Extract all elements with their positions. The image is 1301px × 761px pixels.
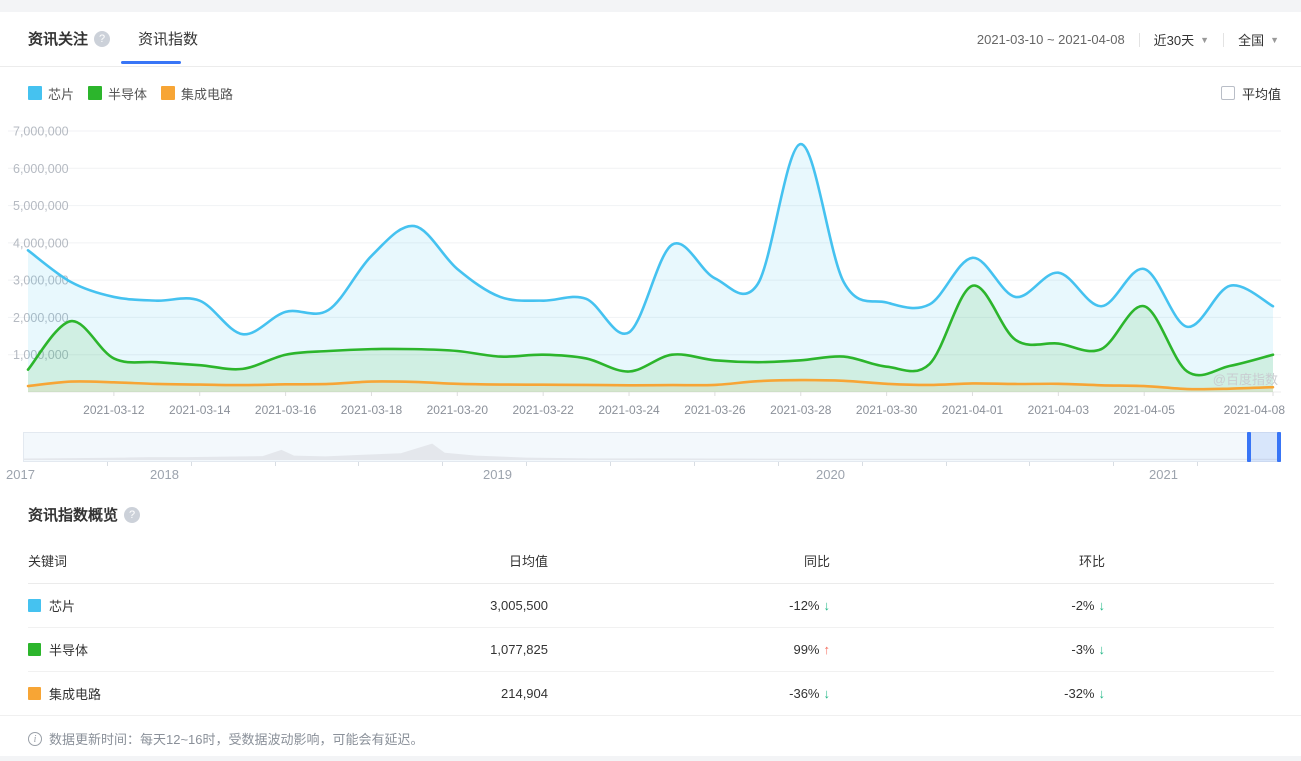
region-dropdown-label: 全国 xyxy=(1238,33,1265,48)
svg-text:@百度指数: @百度指数 xyxy=(1213,372,1278,387)
svg-text:2021-03-28: 2021-03-28 xyxy=(770,403,832,417)
trend-arrow-icon: ↓ xyxy=(1098,597,1106,613)
svg-text:2,000,000: 2,000,000 xyxy=(13,311,69,325)
year-label: 2017 xyxy=(6,467,35,482)
timeline-sparkline xyxy=(24,443,1280,460)
series-swatch xyxy=(28,643,41,656)
svg-text:2021-04-08: 2021-04-08 xyxy=(1224,403,1286,417)
range-dropdown[interactable]: 近30天 ▼ xyxy=(1154,30,1209,49)
col-keyword: 关键词 xyxy=(28,554,68,569)
date-range[interactable]: 2021-03-10 ~ 2021-04-08 xyxy=(976,32,1125,47)
series-swatch xyxy=(28,86,42,100)
col-mom: 环比 xyxy=(1078,554,1105,569)
svg-text:5,000,000: 5,000,000 xyxy=(13,199,69,213)
slider-handle-left[interactable] xyxy=(1247,432,1251,462)
table-row: 半导体 1,077,825 99% ↑ -3% ↓ xyxy=(28,628,1274,672)
legend-item-ic[interactable]: 集成电路 xyxy=(161,84,233,103)
average-checkbox[interactable] xyxy=(1220,86,1235,100)
year-label: 2020 xyxy=(816,467,845,482)
col-yoy: 同比 xyxy=(803,554,830,569)
svg-text:2021-03-16: 2021-03-16 xyxy=(255,403,317,417)
tab-news-index[interactable]: 资讯指数 xyxy=(138,31,199,48)
timeline-ticks xyxy=(23,462,1281,467)
trend-arrow-icon: ↑ xyxy=(823,641,831,657)
series-swatch xyxy=(161,86,176,100)
svg-text:6,000,000: 6,000,000 xyxy=(13,162,69,176)
slider-selection[interactable] xyxy=(1247,432,1281,462)
svg-text:2021-03-18: 2021-03-18 xyxy=(341,403,403,417)
table-row: 芯片 3,005,500 -12% ↓ -2% ↓ xyxy=(28,584,1274,628)
trend-arrow-icon: ↓ xyxy=(823,685,831,701)
svg-text:2021-03-14: 2021-03-14 xyxy=(169,403,231,417)
daily-avg-value: 1,077,825 xyxy=(490,642,548,657)
divider xyxy=(1138,32,1140,47)
keyword-label: 半导体 xyxy=(49,643,89,658)
slider-handle-right[interactable] xyxy=(1277,432,1281,462)
legend: 芯片 半导体 集成电路 平均值 xyxy=(28,80,1281,106)
table-header: 关键词 日均值 同比 环比 xyxy=(28,538,1274,584)
svg-text:1,000,000: 1,000,000 xyxy=(13,348,69,362)
svg-text:2021-04-01: 2021-04-01 xyxy=(942,403,1004,417)
series-swatch xyxy=(28,687,41,700)
timeline-slider[interactable] xyxy=(23,432,1281,462)
keyword-label: 集成电路 xyxy=(49,687,102,702)
daily-avg-value: 214,904 xyxy=(501,686,548,701)
overview-table: 关键词 日均值 同比 环比 芯片 3,005,500 -12% ↓ -2% ↓ xyxy=(28,538,1274,716)
year-label: 2019 xyxy=(483,467,512,482)
range-dropdown-label: 近30天 xyxy=(1153,33,1195,48)
trend-chart[interactable]: 1,000,000 2,000,000 3,000,000 4,000,000 5,00… xyxy=(0,112,1301,425)
svg-text:2021-03-26: 2021-03-26 xyxy=(684,403,746,417)
section-title: 资讯关注 xyxy=(28,31,89,48)
svg-text:3,000,000: 3,000,000 xyxy=(13,274,69,288)
overview-title: 资讯指数概览 xyxy=(28,507,119,524)
svg-text:2021-03-24: 2021-03-24 xyxy=(598,403,660,417)
active-tab-underline xyxy=(121,61,181,64)
svg-text:2021-03-12: 2021-03-12 xyxy=(83,403,145,417)
keyword-label: 芯片 xyxy=(49,599,76,614)
svg-text:2021-03-30: 2021-03-30 xyxy=(856,403,918,417)
svg-text:2021-04-03: 2021-04-03 xyxy=(1028,403,1090,417)
help-icon[interactable]: ? xyxy=(94,30,111,47)
chevron-down-icon: ▼ xyxy=(1270,34,1279,45)
trend-arrow-icon: ↓ xyxy=(1098,641,1106,657)
svg-text:4,000,000: 4,000,000 xyxy=(13,236,69,250)
content-card: 资讯关注 ? 资讯指数 2021-03-10 ~ 2021-04-08 近30天… xyxy=(0,12,1301,756)
trend-arrow-icon: ↓ xyxy=(1098,685,1106,701)
average-toggle[interactable]: 平均值 xyxy=(1220,84,1281,103)
help-icon[interactable]: ? xyxy=(124,506,141,523)
info-icon: i xyxy=(28,731,42,746)
header: 资讯关注 ? 资讯指数 2021-03-10 ~ 2021-04-08 近30天… xyxy=(0,12,1301,67)
timeline-years: 2017 2018 2019 2020 2021 xyxy=(0,467,1301,485)
series-swatch xyxy=(88,86,103,100)
legend-item-semiconductor[interactable]: 半导体 xyxy=(88,84,147,103)
trend-arrow-icon: ↓ xyxy=(823,597,831,613)
svg-text:2021-03-22: 2021-03-22 xyxy=(512,403,574,417)
legend-item-chip[interactable]: 芯片 xyxy=(28,84,74,103)
table-row: 集成电路 214,904 -36% ↓ -32% ↓ xyxy=(28,672,1274,716)
svg-text:2021-04-05: 2021-04-05 xyxy=(1114,403,1176,417)
year-label: 2018 xyxy=(150,467,179,482)
chevron-down-icon: ▼ xyxy=(1200,34,1210,45)
col-daily-avg: 日均值 xyxy=(508,554,548,569)
divider xyxy=(1223,32,1225,47)
footer: i 数据更新时间：每天12~16时，受数据波动影响，可能会有延迟。 xyxy=(0,715,1301,748)
series-swatch xyxy=(28,599,41,612)
data-update-note: 数据更新时间：每天12~16时，受数据波动影响，可能会有延迟。 xyxy=(49,732,424,747)
year-label: 2021 xyxy=(1149,467,1178,482)
daily-avg-value: 3,005,500 xyxy=(490,598,548,613)
svg-text:2021-03-20: 2021-03-20 xyxy=(427,403,489,417)
region-dropdown[interactable]: 全国 ▼ xyxy=(1238,30,1279,49)
svg-text:7,000,000: 7,000,000 xyxy=(13,125,69,139)
